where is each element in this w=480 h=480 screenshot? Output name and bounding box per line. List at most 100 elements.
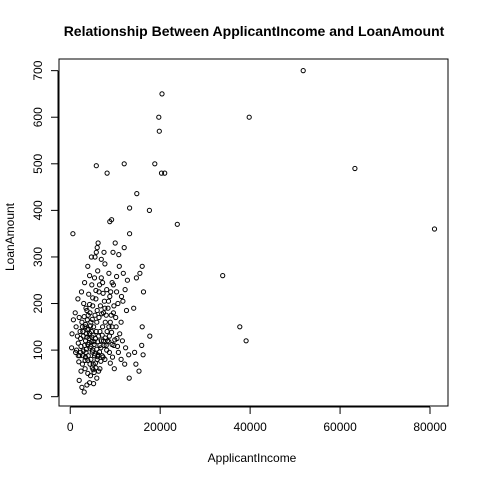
data-point: [111, 366, 117, 372]
data-point: [82, 357, 88, 363]
data-point: [121, 161, 127, 167]
data-point: [174, 221, 180, 227]
data-point: [220, 273, 226, 279]
data-point: [96, 314, 102, 321]
data-point: [70, 231, 76, 237]
data-point: [243, 338, 249, 344]
data-point: [132, 349, 138, 355]
data-point: [101, 298, 108, 304]
data-point: [93, 287, 99, 294]
data-point: [99, 332, 105, 338]
data-point: [106, 333, 113, 339]
data-point: [87, 273, 93, 279]
data-point: [85, 263, 91, 269]
data-point: [139, 263, 145, 269]
data-point: [82, 321, 89, 328]
data-point: [146, 207, 152, 213]
data-point: [104, 170, 110, 176]
data-point: [119, 338, 126, 344]
x-tick-label: 60000: [323, 420, 357, 434]
data-point: [107, 360, 113, 366]
data-point: [136, 368, 142, 374]
y-tick-label: 200: [31, 293, 45, 313]
data-point: [156, 128, 162, 134]
data-point: [126, 375, 132, 381]
data-point: [122, 361, 128, 367]
data-point: [124, 277, 131, 283]
data-point: [108, 289, 114, 295]
data-point: [107, 219, 113, 225]
data-point: [96, 368, 102, 374]
data-point: [140, 352, 146, 358]
data-point: [102, 305, 108, 311]
data-point: [95, 354, 101, 360]
data-point: [81, 300, 87, 307]
data-point: [90, 295, 96, 301]
data-point: [69, 345, 75, 351]
data-point: [102, 319, 108, 325]
data-point: [246, 114, 252, 120]
data-point: [112, 240, 118, 246]
data-point: [98, 358, 104, 364]
data-point: [101, 249, 107, 255]
data-point: [107, 319, 113, 325]
x-axis: 0 20000 40000 60000 80000: [67, 406, 447, 434]
data-point: [73, 324, 79, 330]
data-point: [118, 293, 125, 300]
data-point: [113, 324, 119, 330]
data-point: [91, 339, 97, 345]
y-axis: 0 100 200 300 400 500 600 700: [31, 60, 59, 400]
data-point: [87, 323, 94, 329]
data-point: [75, 353, 81, 359]
data-point: [76, 377, 82, 383]
data-point: [96, 349, 103, 355]
data-point: [93, 163, 99, 169]
data-point: [104, 287, 110, 293]
data-point: [102, 356, 108, 362]
data-point: [115, 349, 122, 355]
data-point: [300, 68, 306, 74]
data-point: [102, 261, 108, 267]
data-point: [89, 282, 95, 288]
data-point: [140, 289, 147, 295]
data-point: [116, 252, 122, 258]
data-point: [91, 369, 97, 376]
data-point: [152, 161, 158, 167]
data-point: [91, 381, 97, 387]
data-point: [158, 170, 165, 176]
data-point: [108, 312, 114, 318]
chart-title: Relationship Between ApplicantIncome and…: [64, 23, 445, 39]
data-point: [90, 347, 96, 353]
data-point: [118, 319, 124, 325]
y-tick-label: 0: [31, 393, 45, 400]
data-point: [102, 335, 108, 341]
data-point: [100, 324, 106, 330]
data-point: [69, 331, 75, 337]
data-point: [78, 289, 85, 295]
data-point: [117, 331, 123, 337]
data-point: [127, 231, 133, 237]
data-point: [118, 356, 124, 362]
data-point: [76, 314, 82, 321]
data-point: [137, 270, 143, 276]
data-points: [69, 68, 438, 395]
data-point: [103, 342, 109, 348]
data-point: [89, 365, 95, 371]
data-point: [139, 324, 145, 330]
data-point: [110, 282, 117, 288]
data-point: [89, 334, 95, 340]
data-point: [94, 375, 100, 381]
data-point: [123, 307, 130, 314]
y-tick-label: 700: [31, 60, 45, 80]
data-point: [70, 317, 77, 323]
data-point: [431, 226, 438, 232]
y-tick-label: 100: [31, 340, 45, 360]
data-point: [110, 249, 116, 255]
data-point: [120, 270, 126, 276]
data-point: [88, 356, 94, 362]
data-point: [94, 319, 100, 325]
data-point: [77, 328, 83, 335]
y-tick-label: 600: [31, 107, 45, 127]
